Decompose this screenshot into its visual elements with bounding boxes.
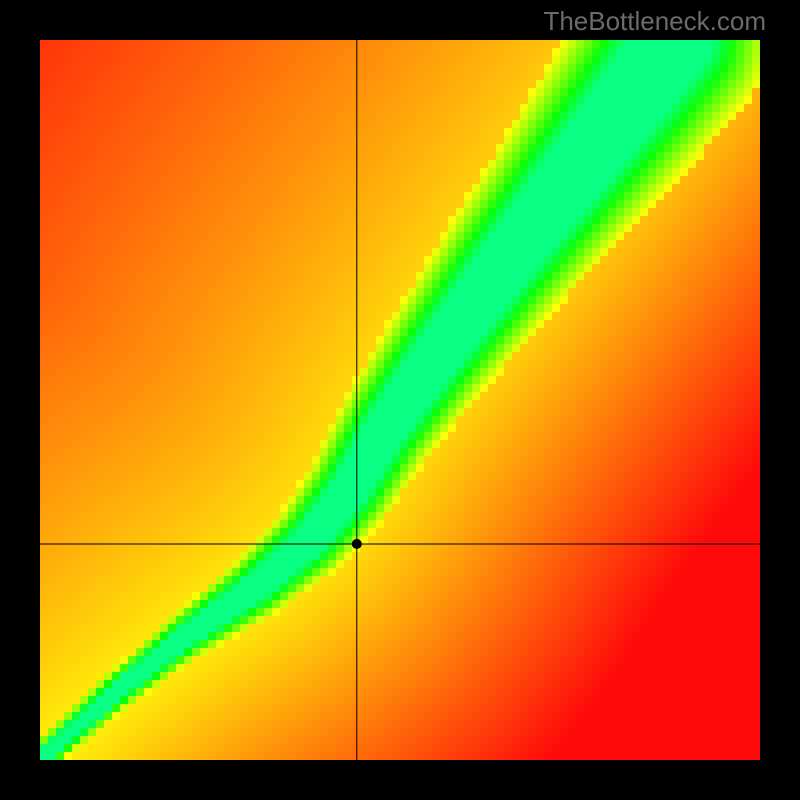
bottleneck-heatmap bbox=[40, 40, 760, 760]
watermark-text: TheBottleneck.com bbox=[543, 6, 766, 37]
